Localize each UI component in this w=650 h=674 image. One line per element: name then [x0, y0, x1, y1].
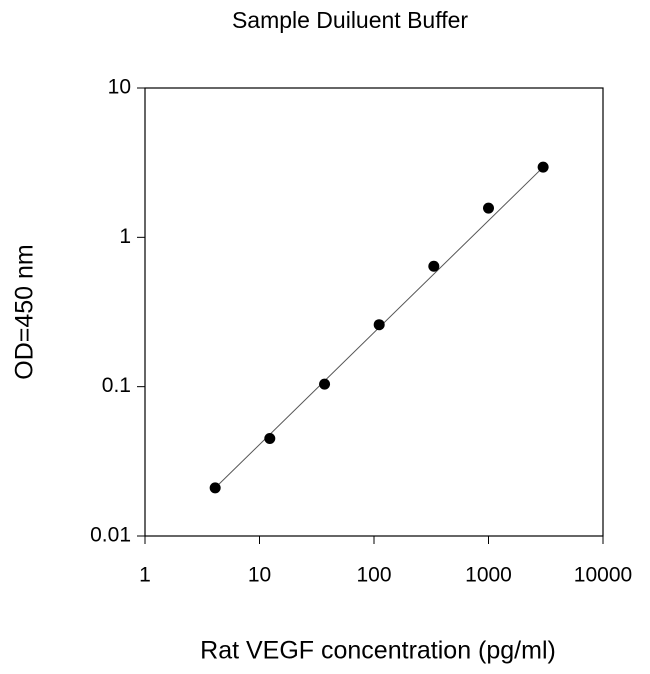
y-tick-label: 0.1 — [102, 374, 131, 397]
x-tick-label: 10000 — [574, 564, 632, 587]
x-tick-label: 1000 — [465, 564, 512, 587]
x-tick-label: 100 — [356, 564, 391, 587]
data-point — [428, 260, 440, 272]
data-point — [373, 319, 385, 331]
x-tick-label: 1 — [139, 564, 151, 587]
y-tick-label: 10 — [108, 76, 131, 99]
chart-title: Sample Duiluent Buffer — [232, 7, 468, 33]
x-axis-label: Rat VEGF concentration (pg/ml) — [200, 637, 556, 665]
y-axis-label: OD=450 nm — [11, 244, 39, 380]
y-tick-label: 0.01 — [90, 524, 131, 547]
data-point — [483, 202, 494, 214]
data-point — [209, 482, 221, 494]
plot-frame — [144, 87, 604, 537]
data-point — [537, 161, 549, 173]
data-point — [319, 378, 331, 390]
x-tick-label: 10 — [248, 564, 271, 587]
data-point — [264, 432, 276, 444]
y-tick-label: 1 — [119, 225, 131, 248]
